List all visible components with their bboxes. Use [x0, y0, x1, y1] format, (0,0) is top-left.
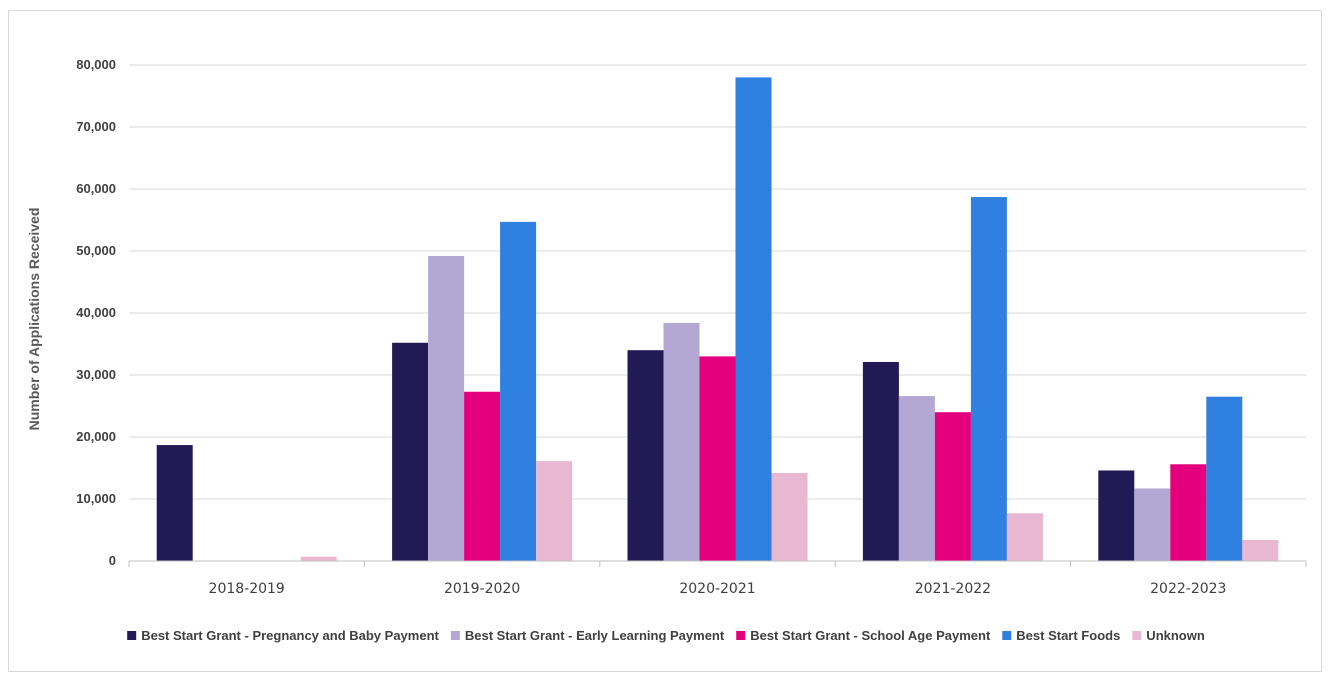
legend-label: Best Start Grant - Pregnancy and Baby Pa… — [141, 628, 439, 643]
bar — [699, 356, 736, 561]
x-tick-label: 2018-2019 — [209, 581, 285, 597]
bar — [771, 472, 808, 561]
bar — [536, 461, 573, 561]
bar — [1006, 513, 1043, 561]
legend-swatch — [1132, 631, 1142, 640]
y-tick-label: 0 — [109, 553, 116, 568]
legend-label: Best Start Foods — [1016, 628, 1120, 643]
legend-label: Best Start Grant - School Age Payment — [750, 628, 991, 643]
legend-swatch — [450, 631, 460, 640]
chart-frame: 0 10,000 20,000 30,000 40,000 50,000 60,000 70,… — [8, 10, 1322, 672]
x-tick-label: 2020-2021 — [679, 581, 755, 597]
x-tick-label: 2021-2022 — [915, 581, 991, 597]
legend-item: Best Start Foods — [1002, 628, 1120, 643]
bar — [1206, 396, 1243, 561]
bar — [663, 322, 700, 561]
bar — [1134, 488, 1171, 561]
x-axis — [128, 560, 1307, 567]
bar — [735, 77, 772, 562]
bar-chart: 0 10,000 20,000 30,000 40,000 50,000 60,000 70,… — [26, 57, 1307, 643]
y-tick-label: 40,000 — [76, 305, 116, 320]
legend-label: Best Start Grant - Early Learning Paymen… — [465, 628, 725, 643]
legend-swatch — [1002, 631, 1012, 640]
bar — [1170, 464, 1207, 561]
bar — [1242, 539, 1279, 561]
y-axis-title: Number of Applications Received — [26, 208, 42, 431]
y-tick-label: 60,000 — [76, 181, 116, 196]
bar — [464, 391, 501, 561]
x-tick-label: 2019-2020 — [444, 581, 520, 597]
x-axis-ticks: 2018-2019 2019-2020 2020-2021 2021-2022 2022… — [209, 581, 1227, 597]
y-tick-label: 10,000 — [76, 491, 116, 506]
y-tick-label: 70,000 — [76, 119, 116, 134]
legend-swatch — [127, 631, 137, 640]
bar — [898, 396, 935, 561]
bar — [627, 350, 664, 561]
y-tick-label: 80,000 — [76, 57, 116, 72]
y-tick-label: 30,000 — [76, 367, 116, 382]
legend-label: Unknown — [1146, 628, 1205, 643]
bar — [428, 255, 465, 561]
legend-item: Unknown — [1132, 628, 1205, 643]
bar — [1098, 470, 1135, 561]
bar — [934, 412, 971, 561]
y-axis-ticks: 0 10,000 20,000 30,000 40,000 50,000 60,000 70,… — [76, 57, 116, 568]
bar — [156, 445, 193, 561]
legend-item: Best Start Grant - Pregnancy and Baby Pa… — [127, 628, 440, 643]
bar — [300, 556, 337, 561]
legend-swatch — [736, 631, 746, 640]
bar — [970, 197, 1007, 561]
bar — [392, 342, 429, 561]
bar — [500, 221, 537, 562]
legend-item: Best Start Grant - School Age Payment — [736, 628, 991, 643]
x-tick-label: 2022-2023 — [1150, 581, 1226, 597]
y-tick-label: 50,000 — [76, 243, 116, 258]
y-tick-label: 20,000 — [76, 429, 116, 444]
legend: Best Start Grant - Pregnancy and Baby Pa… — [127, 628, 1205, 643]
legend-item: Best Start Grant - Early Learning Paymen… — [450, 628, 725, 643]
bars — [156, 77, 1279, 562]
bar — [862, 361, 899, 561]
